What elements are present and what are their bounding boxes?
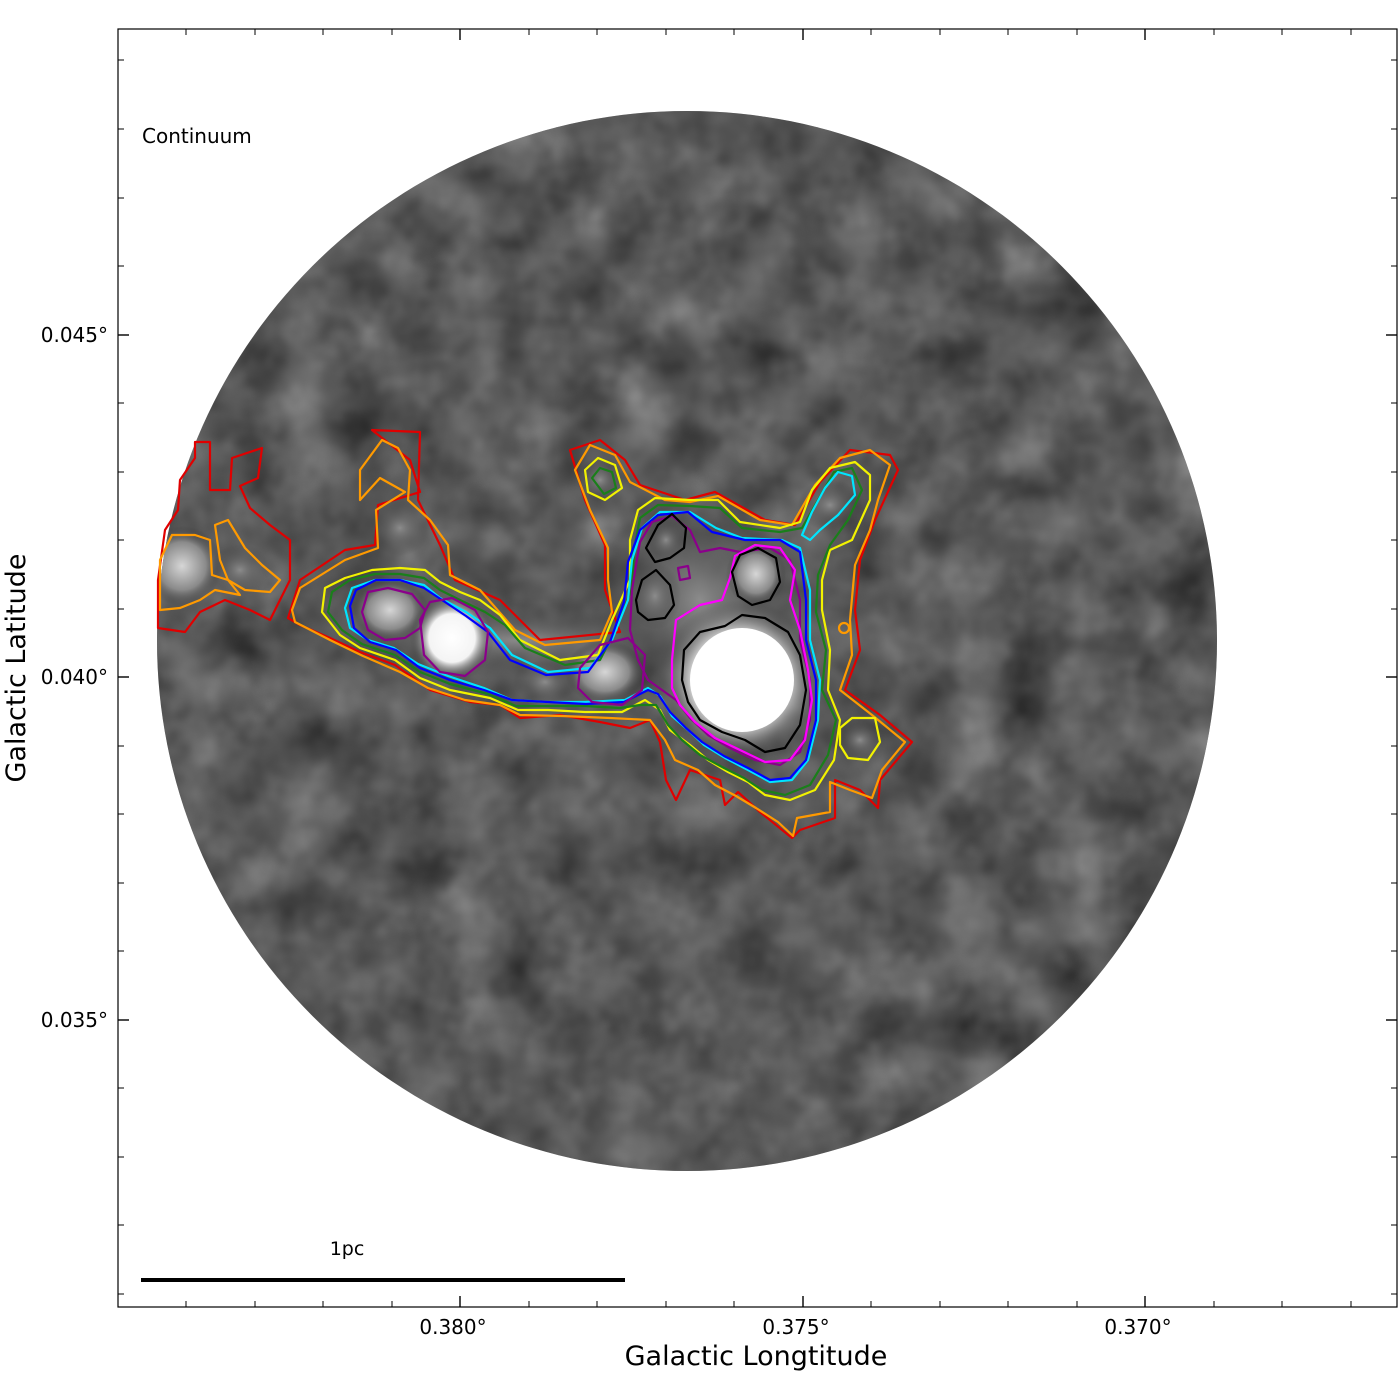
x-axis-title: Galactic Longtitude <box>625 1341 888 1372</box>
contour-purple-right <box>628 514 812 767</box>
contour-black-upper <box>644 512 688 564</box>
panel-label: Continuum <box>142 124 252 148</box>
contour-yellow-right <box>838 716 882 762</box>
contour-black-north <box>730 546 782 607</box>
contour-magenta-main <box>670 543 814 764</box>
y-tick-label: 0.040° <box>41 665 108 689</box>
minor-ticks <box>118 29 1397 1307</box>
y-tick-label: 0.045° <box>41 323 108 347</box>
contour-red-left <box>156 440 292 634</box>
x-tick-label: 0.380° <box>419 1315 486 1339</box>
contour-purple-left <box>360 586 427 642</box>
major-ticks <box>118 29 1397 1307</box>
contour-yellow-main <box>320 460 872 802</box>
continuum-image <box>157 111 1217 1171</box>
contour-magenta-knot <box>676 564 692 582</box>
contour-black-lower <box>634 568 676 622</box>
contour-orange-main <box>290 438 907 838</box>
contour-overlay <box>156 428 914 840</box>
scale-bar: 1pc <box>141 1238 625 1282</box>
plot-frame <box>117 28 1398 1308</box>
y-tick-label: 0.035° <box>41 1008 108 1032</box>
y-axis-title: Galactic Latitude <box>1 554 32 783</box>
contour-purple-center <box>576 636 647 707</box>
contour-purple-left2 <box>418 596 490 678</box>
x-tick-label: 0.370° <box>1104 1315 1171 1339</box>
contour-orange-knot <box>837 621 851 635</box>
contour-yellow-top <box>583 456 624 502</box>
contour-cyan-arm <box>800 470 857 542</box>
contour-blue-main <box>348 510 818 782</box>
contour-black-core <box>680 613 808 754</box>
x-tick-label: 0.375° <box>762 1315 829 1339</box>
contour-green-top <box>590 466 618 496</box>
contour-orange-left <box>158 533 242 612</box>
contour-orange-left2 <box>213 518 282 594</box>
contour-green-main <box>326 466 864 797</box>
scale-bar-label: 1pc <box>330 1238 365 1260</box>
